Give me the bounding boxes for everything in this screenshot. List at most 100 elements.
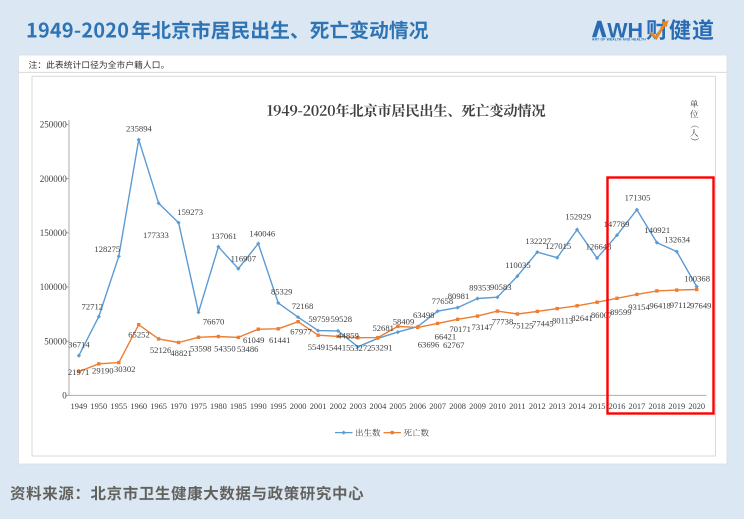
- svg-text:1985: 1985: [230, 402, 247, 411]
- svg-text:100000: 100000: [40, 282, 68, 292]
- svg-text:93154: 93154: [628, 302, 650, 312]
- svg-text:55491: 55491: [308, 342, 329, 352]
- svg-text:152929: 152929: [565, 212, 591, 222]
- svg-text:200000: 200000: [40, 174, 68, 184]
- svg-text:2017: 2017: [629, 402, 646, 411]
- svg-text:126648: 126648: [586, 242, 612, 252]
- svg-text:86007: 86007: [591, 310, 613, 320]
- svg-text:2014: 2014: [569, 402, 587, 411]
- svg-text:2003: 2003: [350, 402, 367, 411]
- svg-text:65252: 65252: [128, 330, 149, 340]
- svg-text:61049: 61049: [243, 335, 264, 345]
- svg-text:132634: 132634: [664, 234, 690, 244]
- svg-text:72712: 72712: [82, 302, 103, 312]
- svg-text:90583: 90583: [490, 282, 511, 292]
- svg-text:59759: 59759: [308, 314, 329, 324]
- svg-text:1980: 1980: [210, 402, 227, 411]
- svg-text:2018: 2018: [649, 402, 666, 411]
- svg-text:250000: 250000: [40, 120, 68, 130]
- svg-text:77445: 77445: [532, 319, 553, 329]
- svg-text:66421: 66421: [435, 331, 456, 341]
- svg-text:2009: 2009: [469, 402, 486, 411]
- svg-text:80113: 80113: [552, 315, 573, 325]
- svg-text:53272: 53272: [350, 343, 371, 353]
- svg-text:77738: 77738: [492, 317, 513, 327]
- svg-text:53598: 53598: [190, 344, 211, 354]
- svg-text:2013: 2013: [549, 402, 566, 411]
- svg-text:2002: 2002: [330, 402, 347, 411]
- svg-text:1990: 1990: [250, 402, 267, 411]
- svg-text:1975: 1975: [190, 402, 207, 411]
- svg-text:0: 0: [62, 391, 67, 401]
- svg-text:ART OF WEALTH AND HEALTH: ART OF WEALTH AND HEALTH: [592, 38, 646, 42]
- svg-text:80981: 80981: [448, 291, 469, 301]
- svg-text:36714: 36714: [68, 339, 90, 349]
- svg-text:97112: 97112: [670, 300, 691, 310]
- svg-text:2016: 2016: [609, 402, 626, 411]
- svg-text:1955: 1955: [110, 402, 127, 411]
- svg-text:2005: 2005: [389, 402, 406, 411]
- svg-text:2004: 2004: [370, 402, 388, 411]
- svg-text:150000: 150000: [40, 228, 68, 238]
- svg-text:2006: 2006: [409, 402, 426, 411]
- svg-text:137061: 137061: [211, 231, 237, 241]
- svg-text:53486: 53486: [237, 344, 259, 354]
- svg-text:147789: 147789: [604, 219, 630, 229]
- svg-text:73147: 73147: [472, 322, 494, 332]
- svg-text:97649: 97649: [690, 300, 711, 310]
- svg-text:2001: 2001: [310, 402, 327, 411]
- svg-text:48821: 48821: [170, 348, 191, 358]
- svg-text:85329: 85329: [271, 286, 292, 296]
- svg-text:70171: 70171: [449, 324, 470, 334]
- svg-text:127015: 127015: [545, 241, 571, 251]
- svg-text:1960: 1960: [130, 402, 147, 411]
- svg-text:61441: 61441: [269, 335, 290, 345]
- svg-text:132227: 132227: [525, 236, 551, 246]
- svg-text:30302: 30302: [114, 364, 135, 374]
- svg-text:2007: 2007: [429, 402, 446, 411]
- svg-text:2020: 2020: [688, 402, 705, 411]
- svg-text:177333: 177333: [143, 230, 169, 240]
- svg-text:159273: 159273: [177, 207, 203, 217]
- svg-text:235894: 235894: [126, 124, 152, 134]
- svg-text:2015: 2015: [589, 402, 606, 411]
- svg-text:89353: 89353: [469, 283, 490, 293]
- svg-text:140921: 140921: [644, 225, 670, 235]
- svg-text:1965: 1965: [150, 402, 167, 411]
- svg-text:54415: 54415: [329, 343, 350, 353]
- svg-text:2019: 2019: [668, 402, 685, 411]
- svg-text:1995: 1995: [270, 402, 287, 411]
- svg-text:75125: 75125: [512, 321, 533, 331]
- svg-text:72168: 72168: [292, 301, 313, 311]
- svg-text:WH: WH: [607, 18, 643, 42]
- svg-text:44859: 44859: [337, 330, 358, 340]
- svg-text:50000: 50000: [44, 336, 67, 346]
- svg-text:62767: 62767: [443, 340, 465, 350]
- svg-text:1970: 1970: [170, 402, 187, 411]
- svg-text:2000: 2000: [290, 402, 307, 411]
- svg-text:58409: 58409: [393, 317, 414, 327]
- svg-text:2010: 2010: [489, 402, 506, 411]
- svg-text:52681: 52681: [372, 323, 393, 333]
- svg-text:2011: 2011: [509, 402, 525, 411]
- svg-text:96418: 96418: [649, 300, 670, 310]
- svg-text:1949: 1949: [71, 402, 88, 411]
- svg-text:76670: 76670: [203, 316, 224, 326]
- svg-text:63498: 63498: [413, 310, 434, 320]
- svg-text:54350: 54350: [214, 344, 235, 354]
- svg-text:52126: 52126: [150, 345, 172, 355]
- svg-text:100368: 100368: [684, 273, 710, 283]
- svg-text:140046: 140046: [249, 229, 275, 239]
- svg-text:116907: 116907: [231, 254, 257, 264]
- svg-text:89599: 89599: [610, 307, 631, 317]
- svg-text:21971: 21971: [68, 367, 89, 377]
- svg-text:63696: 63696: [418, 339, 440, 349]
- svg-text:128275: 128275: [94, 244, 120, 254]
- svg-text:77658: 77658: [432, 296, 453, 306]
- svg-text:1950: 1950: [90, 402, 107, 411]
- svg-text:2008: 2008: [449, 402, 466, 411]
- svg-text:2012: 2012: [529, 402, 546, 411]
- svg-text:59528: 59528: [331, 314, 352, 324]
- svg-text:53291: 53291: [371, 343, 392, 353]
- svg-text:171305: 171305: [625, 192, 651, 202]
